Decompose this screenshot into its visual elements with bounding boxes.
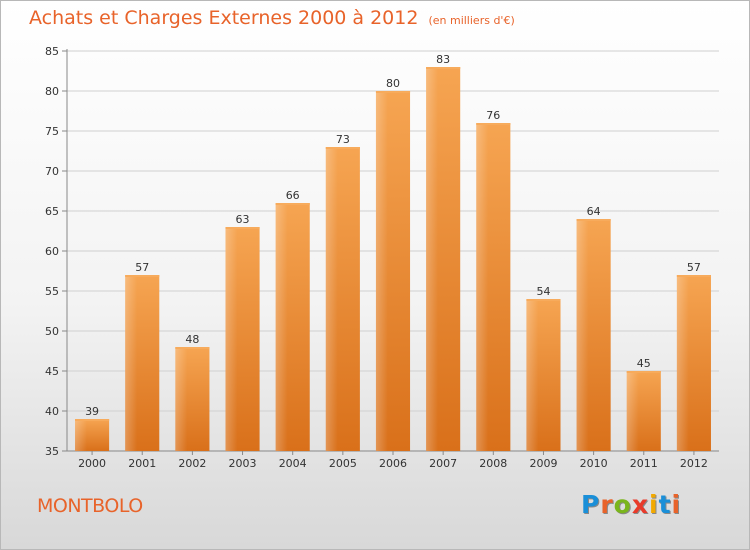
x-tick-label: 2000 <box>78 457 106 470</box>
proxiti-logo[interactable]: Proxiti <box>581 490 681 519</box>
value-label: 80 <box>386 77 400 90</box>
y-tick-label: 60 <box>45 245 59 258</box>
bar-top <box>275 203 310 205</box>
value-label: 57 <box>135 261 149 274</box>
x-tick-label: 2005 <box>329 457 357 470</box>
x-tick-label: 2003 <box>229 457 257 470</box>
bar-top <box>626 371 661 373</box>
bar-group <box>476 123 511 451</box>
value-label: 76 <box>486 109 500 122</box>
y-tick-label: 45 <box>45 365 59 378</box>
bar-group <box>626 371 661 451</box>
logo-letter: o <box>613 490 632 519</box>
bar-highlight <box>275 203 288 451</box>
x-tick-label: 2007 <box>429 457 457 470</box>
x-tick-label: 2002 <box>178 457 206 470</box>
bar-group <box>125 275 160 451</box>
value-label: 64 <box>587 205 601 218</box>
logo-letter: r <box>600 490 614 519</box>
x-tick-label: 2001 <box>128 457 156 470</box>
x-tick-label: 2004 <box>279 457 307 470</box>
value-label: 39 <box>85 405 99 418</box>
y-tick-label: 70 <box>45 165 59 178</box>
y-tick-label: 35 <box>45 445 59 458</box>
label-layer: 39 57 48 63 66 73 80 83 76 54 64 45 57 <box>85 53 701 418</box>
logo-letter: i <box>671 490 682 519</box>
logo-letter: t <box>658 490 672 519</box>
bar-highlight <box>175 347 188 451</box>
y-tick-label: 50 <box>45 325 59 338</box>
chart-title: Achats et Charges Externes 2000 à 2012 (e… <box>29 7 515 29</box>
bar-group <box>325 147 360 451</box>
x-tick-label: 2011 <box>630 457 658 470</box>
bar-group <box>275 203 310 451</box>
bar-top <box>526 299 561 301</box>
chart-title-text: Achats et Charges Externes 2000 à 2012 <box>29 7 419 29</box>
bar-top <box>75 419 110 421</box>
bar-highlight <box>75 419 87 451</box>
bar-group <box>175 347 210 451</box>
bar-top <box>225 227 260 229</box>
bar-layer <box>75 67 711 451</box>
bar-top <box>325 147 360 149</box>
bar-highlight <box>676 275 689 451</box>
value-label: 83 <box>436 53 450 66</box>
y-tick-label: 80 <box>45 85 59 98</box>
bar-group <box>375 91 411 451</box>
bar-highlight <box>576 219 589 451</box>
bar-group <box>676 275 711 451</box>
value-label: 73 <box>336 133 350 146</box>
x-tick-label: 2006 <box>379 457 407 470</box>
y-tick-label: 75 <box>45 125 59 138</box>
bar-group <box>75 419 110 451</box>
bar-highlight <box>125 275 138 451</box>
bar-top <box>576 219 611 221</box>
value-label: 45 <box>637 357 651 370</box>
logo-letter: i <box>649 490 659 519</box>
x-tick-label: 2009 <box>529 457 557 470</box>
value-label: 48 <box>185 333 199 346</box>
x-tick-label: 2008 <box>479 457 507 470</box>
value-label: 66 <box>286 189 300 202</box>
commune-name: MONTBOLO <box>37 495 143 517</box>
bar-highlight <box>375 91 388 451</box>
bar-top <box>426 67 461 69</box>
bar-group <box>526 299 561 451</box>
bar-top <box>676 275 711 277</box>
value-label: 54 <box>536 285 550 298</box>
bar-highlight <box>225 227 238 451</box>
bar-group <box>225 227 260 451</box>
bar-highlight <box>626 371 639 451</box>
y-tick-label: 55 <box>45 285 59 298</box>
bar-highlight <box>426 67 439 451</box>
bar-top <box>125 275 160 277</box>
bar-highlight <box>476 123 489 451</box>
x-tick-label: 2012 <box>680 457 708 470</box>
bar-group <box>576 219 611 451</box>
bar-highlight <box>526 299 539 451</box>
logo-letter: P <box>581 490 601 519</box>
x-tick-label: 2010 <box>580 457 608 470</box>
y-tick-label: 65 <box>45 205 59 218</box>
bar-highlight <box>325 147 338 451</box>
value-label: 57 <box>687 261 701 274</box>
bar-top <box>476 123 511 125</box>
logo-letter: x <box>631 490 649 519</box>
bar-group <box>426 67 461 451</box>
y-tick-label: 85 <box>45 45 59 58</box>
chart-unit: (en milliers d'€) <box>428 14 515 27</box>
bar-top <box>175 347 210 349</box>
bar-top <box>375 91 411 93</box>
y-tick-label: 40 <box>45 405 59 418</box>
value-label: 63 <box>236 213 250 226</box>
